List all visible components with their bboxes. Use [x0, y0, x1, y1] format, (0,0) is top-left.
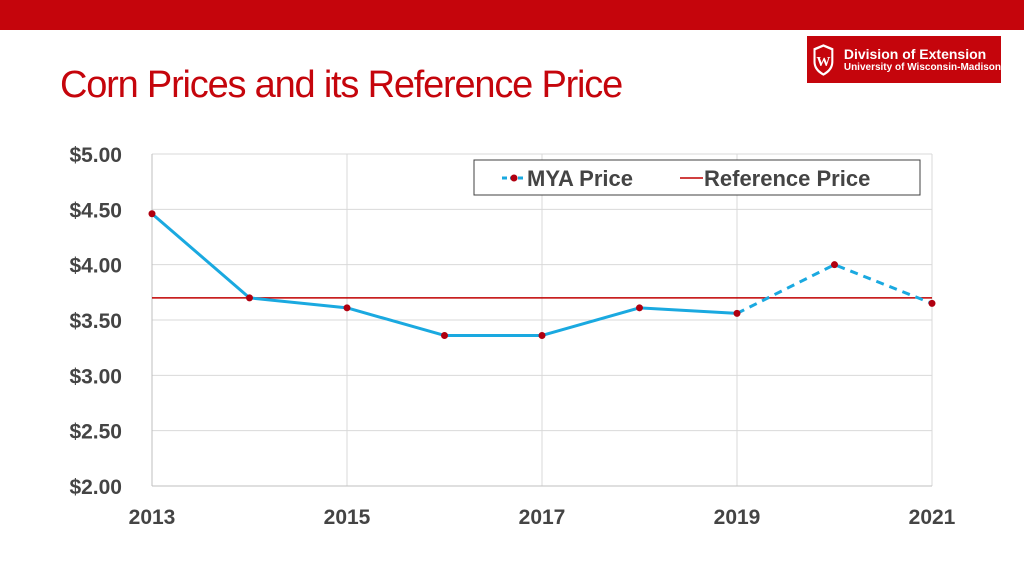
mya-price-point — [636, 304, 643, 312]
logo-line2: University of Wisconsin-Madison — [843, 61, 1001, 73]
x-tick-label: 2017 — [519, 506, 566, 529]
mya-price-point — [733, 309, 741, 317]
legend-marker-mya — [510, 174, 518, 182]
y-tick-label: $3.00 — [69, 365, 122, 388]
mya-price-point — [441, 331, 448, 339]
mya-price-point — [538, 331, 546, 339]
legend-label-reference: Reference Price — [704, 166, 870, 191]
mya-price-point — [928, 299, 936, 307]
wisconsin-crest-icon: W — [813, 43, 834, 76]
y-tick-label: $2.50 — [69, 421, 122, 444]
y-tick-label: $4.50 — [69, 199, 122, 222]
y-tick-label: $4.00 — [69, 255, 122, 278]
mya-price-line — [151, 212, 738, 337]
extension-logo: W Division of Extension University of Wi… — [807, 36, 1001, 83]
legend-label-mya: MYA Price — [527, 166, 633, 191]
x-tick-label: 2021 — [909, 506, 956, 529]
page-title: Corn Prices and its Reference Price — [60, 64, 623, 106]
mya-price-point — [246, 294, 253, 302]
x-tick-label: 2015 — [324, 506, 371, 529]
mya-price-projected-line — [736, 263, 933, 315]
mya-price-point — [831, 261, 838, 269]
logo-line1: Division of Extension — [843, 45, 987, 62]
svg-text:W: W — [816, 53, 830, 69]
y-tick-label: $2.00 — [69, 476, 122, 499]
y-tick-label: $5.00 — [69, 144, 122, 167]
mya-price-point — [148, 210, 156, 218]
y-tick-label: $3.50 — [69, 310, 122, 333]
x-tick-label: 2013 — [129, 506, 176, 529]
x-tick-label: 2019 — [714, 506, 761, 529]
top-brand-bar — [0, 0, 1024, 30]
mya-price-point — [343, 304, 351, 312]
